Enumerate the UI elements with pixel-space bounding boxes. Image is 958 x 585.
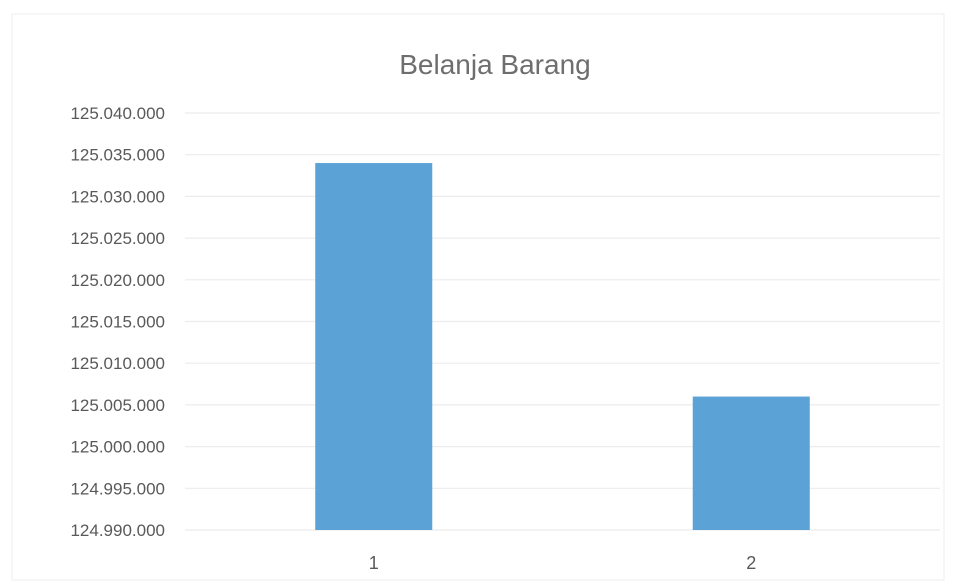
y-tick-label: 125.010.000 — [70, 354, 165, 373]
y-tick-label: 124.995.000 — [70, 479, 165, 498]
y-tick-label: 125.005.000 — [70, 396, 165, 415]
gridlines — [185, 112, 940, 531]
y-tick-label: 125.040.000 — [70, 104, 165, 123]
y-tick-label: 125.000.000 — [70, 438, 165, 457]
chart-title: Belanja Barang — [399, 49, 590, 80]
y-tick-label: 125.035.000 — [70, 146, 165, 165]
chart-frame — [11, 13, 945, 581]
y-axis-tick-labels: 124.990.000 124.995.000 125.000.000 125.005… — [70, 104, 165, 540]
x-tick-label: 2 — [746, 553, 756, 573]
y-tick-label: 125.020.000 — [70, 271, 165, 290]
bar-2 — [692, 396, 810, 530]
x-tick-label: 1 — [369, 553, 379, 573]
y-tick-label: 125.015.000 — [70, 313, 165, 332]
bars — [315, 163, 810, 531]
y-tick-label: 125.030.000 — [70, 187, 165, 206]
y-tick-label: 124.990.000 — [70, 521, 165, 540]
bar-1 — [315, 163, 433, 531]
y-tick-label: 125.025.000 — [70, 229, 165, 248]
